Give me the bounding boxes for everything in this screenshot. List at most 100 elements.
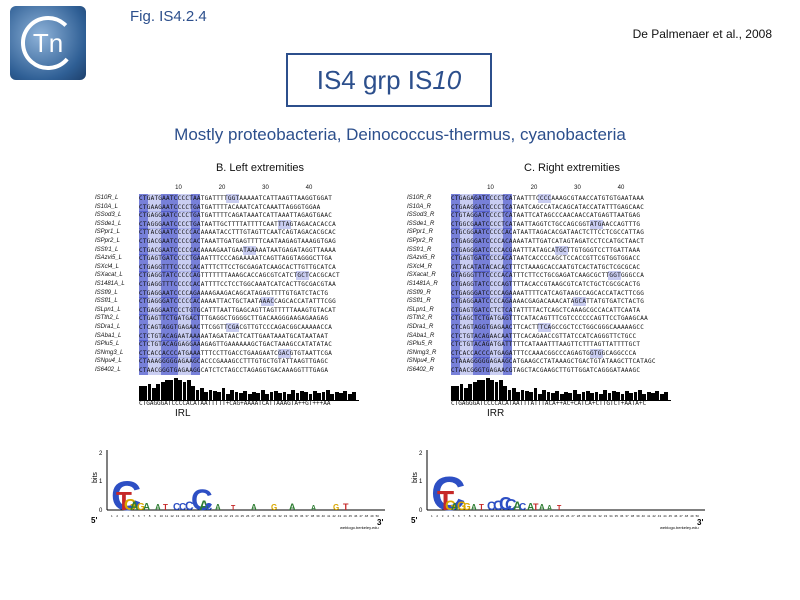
- row-name: ISDra1_L: [95, 324, 121, 330]
- conservation-bar: [638, 390, 642, 400]
- logo-position-tick: 27: [571, 514, 575, 518]
- right-tick-10: 10: [487, 185, 494, 191]
- conservation-bar: [273, 391, 278, 400]
- conservation-shade: [590, 219, 604, 229]
- conservation-bar: [564, 392, 568, 400]
- conservation-shade: [295, 271, 309, 281]
- conservation-shade: [147, 366, 161, 375]
- logo-letter: G: [137, 502, 145, 513]
- conservation-shade: [147, 219, 161, 229]
- row-name: ISSfr1_R: [407, 246, 432, 253]
- conservation-bar: [498, 380, 503, 400]
- logo-position-tick: 16: [512, 514, 516, 518]
- conservation-shade: [451, 262, 460, 272]
- conservation-bar: [204, 392, 208, 400]
- conservation-bar: [269, 392, 274, 400]
- conservation-shade: [147, 331, 161, 341]
- conservation-shade: [451, 254, 460, 264]
- logo-position-tick: 7: [143, 514, 145, 518]
- left-panel-title: B. Left extremities: [215, 162, 305, 174]
- logo-letter: A: [471, 503, 477, 512]
- logo-letter: A: [527, 502, 534, 513]
- conservation-shade: [490, 245, 504, 255]
- conservation-shade: [459, 219, 473, 229]
- conservation-shade: [451, 219, 460, 229]
- conservation-bar: [243, 391, 248, 400]
- row-sequence: CTGAGTTCTGATGACTTTGAGGCTGGGGCTTGACAAGGGA…: [139, 315, 329, 323]
- conservation-shade: [459, 305, 473, 315]
- logo-letter: T: [533, 502, 539, 512]
- row-name: ISAzvi5_L: [95, 255, 123, 262]
- conservation-bar: [659, 394, 664, 400]
- left-tick-20: 20: [218, 185, 226, 191]
- conservation-shade: [451, 297, 460, 307]
- logo-position-tick: 23: [230, 514, 234, 518]
- conservation-shade: [490, 271, 504, 281]
- row-name: ISXcl4_L: [95, 263, 120, 270]
- left-logo-svg: bits 2 1 0 5' 3' weblogo.berkeley.edu CT…: [91, 450, 385, 530]
- logo-position-tick: 27: [251, 514, 255, 518]
- conservation-shade: [459, 340, 473, 350]
- left-logo-ytick-2: 2: [99, 451, 103, 457]
- conservation-shade: [178, 366, 192, 375]
- row-sequence: CTGAGGAATCCCTGTGCATTTAATTGAGCAGTTAGTTTTT…: [139, 306, 336, 314]
- conservation-shade: [503, 357, 512, 367]
- conservation-shade: [503, 219, 512, 229]
- conservation-shade: [490, 288, 504, 298]
- conservation-shade: [451, 314, 460, 324]
- conservation-shade: [147, 348, 161, 358]
- logo-letter: C: [493, 497, 503, 513]
- conservation-shade: [451, 237, 460, 246]
- conservation-shade: [451, 211, 460, 221]
- conservation-shade: [451, 366, 460, 375]
- conservation-shade: [191, 245, 200, 255]
- conservation-bar: [173, 378, 178, 400]
- logo-letter: A: [130, 499, 139, 513]
- conservation-shade: [451, 323, 460, 332]
- row-name: ISPpr1_L: [95, 229, 121, 236]
- conservation-shade: [503, 323, 512, 332]
- row-name: ISSde1_R: [407, 220, 435, 227]
- conservation-bar: [629, 393, 634, 400]
- row-sequence: CTAGGGAATCCCCTGATAATTGCTTTTATTTTCAATTTAG…: [139, 220, 336, 228]
- row-name: ISAba1_R: [407, 332, 435, 339]
- conservation-shade: [459, 366, 473, 375]
- logo-position-tick: 19: [528, 514, 532, 518]
- conservation-shade: [178, 331, 192, 341]
- logo-position-tick: 37: [305, 514, 309, 518]
- logo-position-tick: 20: [534, 514, 538, 518]
- conservation-shade: [160, 348, 179, 358]
- conservation-shade: [490, 219, 504, 229]
- conservation-shade: [160, 331, 179, 341]
- conservation-shade: [147, 254, 161, 264]
- row-name: ISPpr2_L: [95, 238, 121, 244]
- citation: De Palmenaer et al., 2008: [632, 27, 772, 41]
- conservation-bar: [581, 392, 586, 400]
- conservation-bar: [308, 394, 313, 400]
- conservation-bar: [481, 380, 486, 400]
- conservation-bar: [208, 390, 213, 400]
- conservation-shade: [451, 271, 460, 281]
- logo-position-tick: 31: [273, 514, 277, 518]
- conservation-shade: [459, 271, 473, 281]
- conservation-bar: [511, 388, 516, 400]
- conservation-shade: [490, 297, 504, 307]
- conservation-shade: [451, 305, 460, 315]
- conservation-bar: [664, 392, 668, 400]
- logo-position-tick: 3: [442, 514, 444, 518]
- conservation-shade: [139, 254, 148, 264]
- logo-letter: A: [143, 502, 150, 513]
- conservation-shade: [178, 288, 192, 298]
- logo-position-tick: 24: [235, 514, 239, 518]
- conservation-bar: [585, 391, 590, 400]
- conservation-shade: [191, 348, 200, 358]
- conservation-shade: [178, 357, 192, 367]
- conservation-bar: [611, 391, 616, 400]
- logo-position-tick: 25: [561, 514, 565, 518]
- conservation-shade: [147, 211, 161, 221]
- conservation-shade: [451, 340, 460, 350]
- logo-position-tick: 4: [447, 514, 449, 518]
- conservation-bar: [278, 393, 282, 400]
- logo-position-tick: 36: [620, 514, 624, 518]
